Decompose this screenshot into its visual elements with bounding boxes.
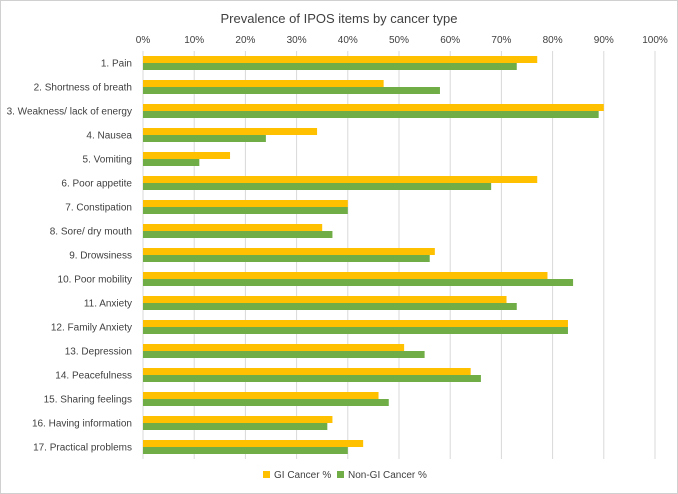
x-tick-label: 40%	[338, 35, 358, 46]
category-label: 13. Depression	[65, 347, 132, 358]
legend: GI Cancer % Non-GI Cancer %	[263, 470, 427, 481]
bar-non-gi	[143, 327, 568, 334]
bar-non-gi	[143, 447, 348, 454]
bar-gi	[143, 416, 333, 423]
category-label: 11. Anxiety	[84, 299, 132, 310]
bar-gi	[143, 80, 384, 87]
category-label: 14. Peacefulness	[55, 371, 132, 382]
category-label: 7. Constipation	[65, 203, 132, 214]
x-tick-label: 50%	[389, 35, 409, 46]
x-tick-label: 70%	[491, 35, 511, 46]
x-tick-label: 20%	[235, 35, 255, 46]
category-label: 10. Poor mobility	[58, 275, 132, 286]
legend-swatch-non-gi	[337, 471, 344, 478]
bar-non-gi	[143, 399, 389, 406]
bar-non-gi	[143, 63, 517, 70]
category-labels: 1. Pain 2. Shortness of breath 3. Weakness…	[7, 59, 133, 454]
bar-non-gi	[143, 279, 574, 286]
x-tick-label: 100%	[642, 35, 668, 46]
x-tick-label: 60%	[440, 35, 460, 46]
bars	[143, 56, 604, 454]
bar-gi	[143, 128, 318, 135]
x-tick-label: 10%	[184, 35, 204, 46]
bar-non-gi	[143, 255, 430, 262]
bar-non-gi	[143, 423, 328, 430]
bar-gi	[143, 104, 604, 111]
bar-non-gi	[143, 207, 348, 214]
bar-gi	[143, 296, 507, 303]
category-label: 3. Weakness/ lack of energy	[7, 107, 132, 118]
legend-swatch-gi	[263, 471, 270, 478]
category-label: 1. Pain	[101, 59, 132, 70]
category-label: 4. Nausea	[86, 131, 132, 142]
bar-non-gi	[143, 231, 333, 238]
x-tick-label: 80%	[543, 35, 563, 46]
x-axis-ticks: 0% 10% 20% 30% 40% 50% 60% 70% 80% 90% 100%	[136, 35, 668, 46]
bar-non-gi	[143, 135, 266, 142]
bar-non-gi	[143, 303, 517, 310]
bar-non-gi	[143, 159, 200, 166]
chart-title: Prevalence of IPOS items by cancer type	[221, 11, 458, 26]
category-label: 6. Poor appetite	[61, 179, 132, 190]
category-label: 16. Having information	[32, 419, 132, 430]
category-label: 15. Sharing feelings	[44, 395, 132, 406]
x-tick-label: 0%	[136, 35, 151, 46]
bar-gi	[143, 152, 231, 159]
bar-non-gi	[143, 87, 440, 94]
bar-gi	[143, 176, 538, 183]
bar-gi	[143, 224, 323, 231]
bar-non-gi	[143, 111, 599, 118]
category-label: 12. Family Anxiety	[51, 323, 132, 334]
category-label: 2. Shortness of breath	[34, 83, 132, 94]
bar-gi	[143, 320, 568, 327]
bar-gi	[143, 272, 548, 279]
bar-gi	[143, 368, 471, 375]
x-tick-label: 30%	[287, 35, 307, 46]
x-tick-label: 90%	[594, 35, 614, 46]
category-label: 9. Drowsiness	[69, 251, 132, 262]
category-label: 5. Vomiting	[83, 155, 132, 166]
category-label: 17. Practical problems	[33, 443, 132, 454]
bar-non-gi	[143, 375, 481, 382]
bar-non-gi	[143, 351, 425, 358]
bar-non-gi	[143, 183, 492, 190]
legend-label-gi: GI Cancer %	[274, 470, 331, 481]
bar-gi	[143, 248, 435, 255]
bar-gi	[143, 200, 348, 207]
bar-gi	[143, 440, 364, 447]
bar-gi	[143, 392, 379, 399]
category-label: 8. Sore/ dry mouth	[50, 227, 132, 238]
bar-gi	[143, 56, 538, 63]
bar-gi	[143, 344, 405, 351]
legend-label-non-gi: Non-GI Cancer %	[348, 470, 427, 481]
